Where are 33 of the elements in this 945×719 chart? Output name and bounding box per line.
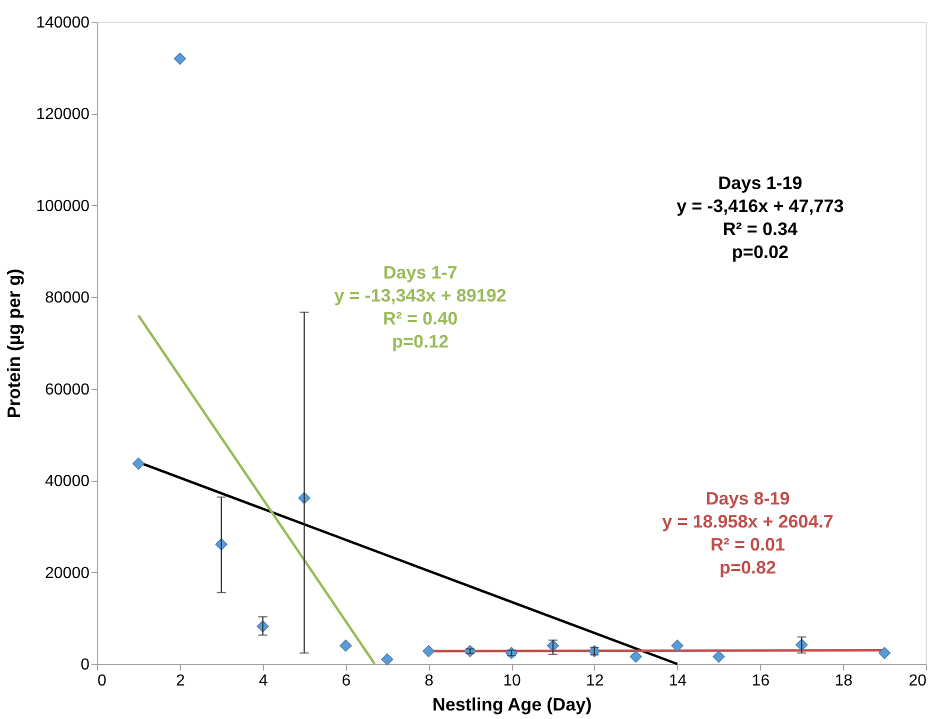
x-tick-label: 0: [98, 672, 106, 690]
point: [671, 640, 684, 652]
y-axis-title: Protein (µg per g): [4, 268, 24, 418]
y-tick-label: 20000: [45, 564, 90, 582]
y-tick-label: 100000: [36, 198, 90, 215]
x-tick-label: 2: [176, 672, 185, 690]
annotation: Days 8-19 y = 18.958x + 2604.7 R² = 0.01 p=0.82: [662, 488, 834, 578]
annotation: Days 1-7 y = -13,343x + 89192 R² = 0.40 p=0.12: [334, 262, 506, 352]
point: [422, 645, 435, 658]
point: [878, 646, 891, 660]
x-tick-label: 10: [503, 672, 521, 690]
x-tick-label: 6: [342, 672, 351, 690]
x-tick-label: 12: [586, 672, 604, 690]
point: [174, 52, 186, 65]
y-tick-label: 60000: [45, 381, 90, 398]
y-tick-label: 80000: [45, 290, 90, 307]
x-tick-label: 8: [424, 672, 434, 690]
x-tick-label: 20: [908, 672, 927, 690]
point: [630, 650, 642, 663]
point: [381, 653, 394, 666]
x-tick-label: 4: [258, 672, 268, 690]
x-tick-label: 14: [668, 672, 687, 690]
x-tick-label: 18: [834, 672, 853, 690]
x-tick-label: 16: [752, 672, 770, 690]
point: [132, 458, 145, 470]
y-tick-label: 0: [80, 656, 90, 674]
point: [712, 650, 725, 663]
point: [340, 640, 352, 652]
y-tick-label: 140000: [36, 14, 90, 32]
y-tick-label: 120000: [36, 106, 90, 124]
x-axis-title: Nestling Age (Day): [432, 694, 592, 714]
y-tick-label: 40000: [45, 473, 90, 490]
annotation: Days 1-19 y = -3,416x + 47,773 R² = 0.34 p=0.02: [676, 172, 844, 262]
